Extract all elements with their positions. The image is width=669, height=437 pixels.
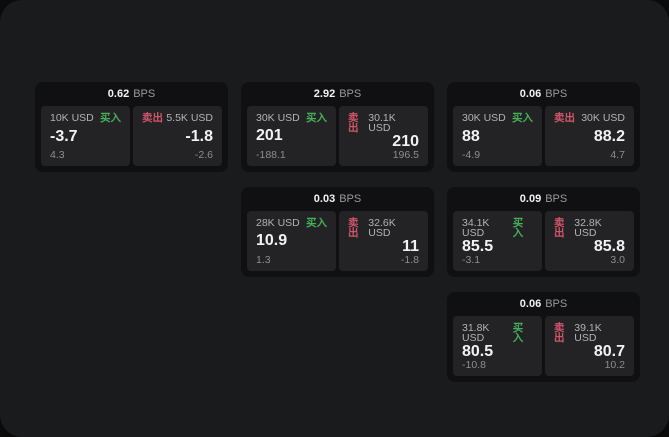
buy-price: 10.9 xyxy=(256,232,288,250)
buy-price: 80.5 xyxy=(462,342,494,360)
buy-amount: 28K USD xyxy=(256,216,300,229)
sell-panel[interactable]: 卖出 32.8K USD 85.8 3.0 xyxy=(545,210,634,271)
sell-side-label: 卖出 xyxy=(348,111,359,134)
sell-amount: 30.1K USD xyxy=(368,111,396,134)
spread-bps-value: 0.06 xyxy=(519,297,542,310)
sell-side-label: 卖出 xyxy=(554,321,565,344)
buy-change: 4.3 xyxy=(50,148,65,161)
buy-panel[interactable]: 10K USD 买入 -3.7 4.3 xyxy=(41,106,130,166)
sell-amount: 32.8K USD xyxy=(574,216,602,239)
sell-panel[interactable]: 卖出 30K USD 88.2 4.7 xyxy=(545,106,634,166)
sell-side-label: 卖出 xyxy=(348,216,359,239)
buy-panel[interactable]: 30K USD 买入 201 -188.1 xyxy=(247,105,336,166)
spread-card: 0.06 BPS 30K USD 买入 88 -4.9 卖出 30K USD xyxy=(447,82,640,172)
buy-change: -4.9 xyxy=(462,148,481,161)
buy-sell-panels: 28K USD 买入 10.9 1.3 卖出 32.6K USD 11 -1.8 xyxy=(241,210,434,278)
spread-card: 0.62 BPS 10K USD 买入 -3.7 4.3 卖出 5.5K USD xyxy=(35,82,228,172)
buy-side-label: 买入 xyxy=(512,216,524,239)
buy-change: -3.1 xyxy=(462,253,481,266)
sell-amount: 30K USD xyxy=(581,112,625,124)
spread-card: 2.92 BPS 30K USD 买入 201 -188.1 卖出 30.1K … xyxy=(241,82,434,172)
spread-bps-value: 0.09 xyxy=(519,192,542,205)
sell-price: 85.8 xyxy=(593,237,625,255)
buy-price: 88 xyxy=(462,127,480,145)
buy-sell-panels: 30K USD 买入 201 -188.1 卖出 30.1K USD 210 1… xyxy=(241,105,434,173)
sell-side-label: 卖出 xyxy=(142,112,163,124)
buy-amount: 30K USD xyxy=(462,112,506,124)
sell-change: 196.5 xyxy=(392,148,419,161)
buy-side-label: 买入 xyxy=(512,321,524,344)
buy-sell-panels: 10K USD 买入 -3.7 4.3 卖出 5.5K USD -1.8 -2.… xyxy=(35,106,228,172)
sell-price: 210 xyxy=(392,132,419,150)
buy-panel[interactable]: 31.8K USD 买入 80.5 -10.8 xyxy=(453,315,542,376)
buy-change: 1.3 xyxy=(256,253,271,266)
bps-unit-label: BPS xyxy=(545,192,568,205)
spread-card: 0.06 BPS 31.8K USD 买入 80.5 -10.8 卖出 39.1… xyxy=(447,292,640,382)
sell-amount: 39.1K USD xyxy=(574,321,602,344)
sell-panel[interactable]: 卖出 5.5K USD -1.8 -2.6 xyxy=(133,106,222,166)
spread-bps-value: 0.06 xyxy=(519,88,542,100)
buy-amount: 34.1K USD xyxy=(462,216,490,239)
buy-panel[interactable]: 30K USD 买入 88 -4.9 xyxy=(453,106,542,166)
sell-side-label: 卖出 xyxy=(554,216,565,239)
spread-bps-value: 0.62 xyxy=(107,88,130,100)
sell-price: 11 xyxy=(402,237,419,255)
sell-change: 4.7 xyxy=(610,148,625,161)
buy-change: -188.1 xyxy=(256,148,286,161)
buy-price: 85.5 xyxy=(462,237,494,255)
buy-sell-panels: 31.8K USD 买入 80.5 -10.8 卖出 39.1K USD 80.… xyxy=(447,315,640,383)
buy-amount: 30K USD xyxy=(256,111,300,124)
buy-sell-panels: 34.1K USD 买入 85.5 -3.1 卖出 32.8K USD 85.8… xyxy=(447,210,640,278)
bps-unit-label: BPS xyxy=(133,88,156,100)
spread-header: 0.03 BPS xyxy=(241,187,434,211)
sell-price: 80.7 xyxy=(593,342,625,360)
buy-side-label: 买入 xyxy=(512,112,533,124)
buy-panel[interactable]: 28K USD 买入 10.9 1.3 xyxy=(247,210,336,271)
bps-unit-label: BPS xyxy=(545,88,568,100)
sell-price: -1.8 xyxy=(185,127,213,145)
sell-change: -1.8 xyxy=(400,253,419,266)
buy-change: -10.8 xyxy=(462,358,486,371)
spread-header: 0.09 BPS xyxy=(447,187,640,211)
sell-change: -2.6 xyxy=(194,148,213,161)
spread-card: 0.03 BPS 28K USD 买入 10.9 1.3 卖出 32.6K US… xyxy=(241,187,434,277)
sell-panel[interactable]: 卖出 30.1K USD 210 196.5 xyxy=(339,105,428,166)
sell-price: 88.2 xyxy=(593,127,625,145)
bps-unit-label: BPS xyxy=(339,87,362,100)
buy-amount: 31.8K USD xyxy=(462,321,490,344)
spread-header: 0.06 BPS xyxy=(447,292,640,316)
spread-bps-value: 2.92 xyxy=(313,87,336,100)
buy-side-label: 买入 xyxy=(100,112,121,124)
sell-change: 10.2 xyxy=(604,358,625,371)
buy-side-label: 买入 xyxy=(306,111,327,124)
sell-panel[interactable]: 卖出 39.1K USD 80.7 10.2 xyxy=(545,315,634,376)
spread-card: 0.09 BPS 34.1K USD 买入 85.5 -3.1 卖出 32.8K… xyxy=(447,187,640,277)
buy-sell-panels: 30K USD 买入 88 -4.9 卖出 30K USD 88.2 4.7 xyxy=(447,106,640,172)
sell-amount: 32.6K USD xyxy=(368,216,396,239)
spread-header: 0.62 BPS xyxy=(35,82,228,106)
spread-header: 2.92 BPS xyxy=(241,82,434,106)
buy-price: 201 xyxy=(256,127,283,145)
spread-header: 0.06 BPS xyxy=(447,82,640,106)
sell-amount: 5.5K USD xyxy=(166,112,213,124)
sell-panel[interactable]: 卖出 32.6K USD 11 -1.8 xyxy=(339,210,428,271)
spread-bps-value: 0.03 xyxy=(313,192,336,205)
bps-unit-label: BPS xyxy=(339,192,362,205)
spread-cards-grid: 0.62 BPS 10K USD 买入 -3.7 4.3 卖出 5.5K USD xyxy=(35,82,640,382)
bps-unit-label: BPS xyxy=(545,297,568,310)
buy-price: -3.7 xyxy=(50,127,78,145)
sell-change: 3.0 xyxy=(610,253,625,266)
sell-side-label: 卖出 xyxy=(554,112,575,124)
buy-panel[interactable]: 34.1K USD 买入 85.5 -3.1 xyxy=(453,210,542,271)
buy-amount: 10K USD xyxy=(50,112,94,124)
buy-side-label: 买入 xyxy=(306,216,327,229)
